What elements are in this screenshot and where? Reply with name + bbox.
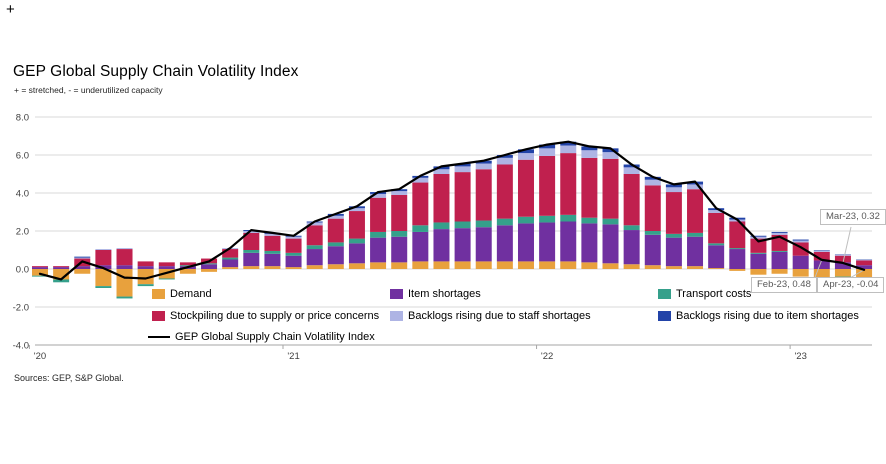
index-line bbox=[38, 140, 866, 281]
legend-label-backlogs-staff: Backlogs rising due to staff shortages bbox=[408, 310, 591, 322]
svg-text:-2.0: -2.0 bbox=[13, 303, 29, 314]
svg-text:'21: '21 bbox=[287, 351, 299, 362]
y-axis-labels: 8.0 6.0 4.0 2.0 0.0 -2.0 -4.0 bbox=[13, 113, 29, 352]
svg-text:-4.0: -4.0 bbox=[13, 341, 29, 352]
svg-text:0.0: 0.0 bbox=[16, 265, 29, 276]
svg-text:'22: '22 bbox=[541, 351, 553, 362]
annotation-mar-23: Mar-23, 0.32 bbox=[820, 209, 886, 225]
legend-label-item-shortages: Item shortages bbox=[408, 288, 481, 300]
legend-swatch-stockpiling bbox=[152, 311, 165, 321]
chart-subtitle: + = stretched, - = underutilized capacit… bbox=[14, 85, 163, 95]
legend-item-backlogs-item: Backlogs rising due to item shortages bbox=[658, 309, 859, 323]
legend-label-index-line: GEP Global Supply Chain Volatility Index bbox=[175, 331, 375, 343]
legend-item-index-line: GEP Global Supply Chain Volatility Index bbox=[148, 330, 375, 344]
svg-text:4.0: 4.0 bbox=[16, 189, 29, 200]
legend-swatch-demand bbox=[152, 289, 165, 299]
annotation-feb-23: Feb-23, 0.48 bbox=[751, 277, 817, 293]
svg-text:8.0: 8.0 bbox=[16, 113, 29, 124]
legend-label-transport-costs: Transport costs bbox=[676, 288, 752, 300]
legend-item-demand: Demand bbox=[152, 287, 212, 301]
legend-item-item-shortages: Item shortages bbox=[390, 287, 481, 301]
svg-text:'23: '23 bbox=[794, 351, 806, 362]
legend-label-stockpiling: Stockpiling due to supply or price conce… bbox=[170, 310, 380, 322]
x-axis-labels: '20 '21 '22 '23 bbox=[28, 345, 807, 362]
legend-swatch-backlogs-item bbox=[658, 311, 671, 321]
svg-text:6.0: 6.0 bbox=[16, 151, 29, 162]
svg-text:2.0: 2.0 bbox=[16, 227, 29, 238]
legend-swatch-index-line bbox=[148, 335, 170, 339]
legend-label-demand: Demand bbox=[170, 288, 212, 300]
legend-item-backlogs-staff: Backlogs rising due to staff shortages bbox=[390, 309, 591, 323]
legend-item-stockpiling: Stockpiling due to supply or price conce… bbox=[152, 309, 379, 323]
legend-item-transport-costs: Transport costs bbox=[658, 287, 751, 301]
plus-icon: + bbox=[6, 1, 15, 18]
source-note: Sources: GEP, S&P Global. bbox=[14, 373, 124, 383]
annotation-apr-23: Apr-23, -0.04 bbox=[817, 277, 885, 293]
legend-label-backlogs-item: Backlogs rising due to item shortages bbox=[676, 310, 859, 322]
legend-swatch-item-shortages bbox=[390, 289, 403, 299]
svg-text:'20: '20 bbox=[34, 351, 46, 362]
legend-swatch-backlogs-staff bbox=[390, 311, 403, 321]
legend-swatch-transport-costs bbox=[658, 289, 671, 299]
stacked-bars bbox=[32, 141, 873, 299]
page-title: GEP Global Supply Chain Volatility Index bbox=[13, 63, 299, 80]
